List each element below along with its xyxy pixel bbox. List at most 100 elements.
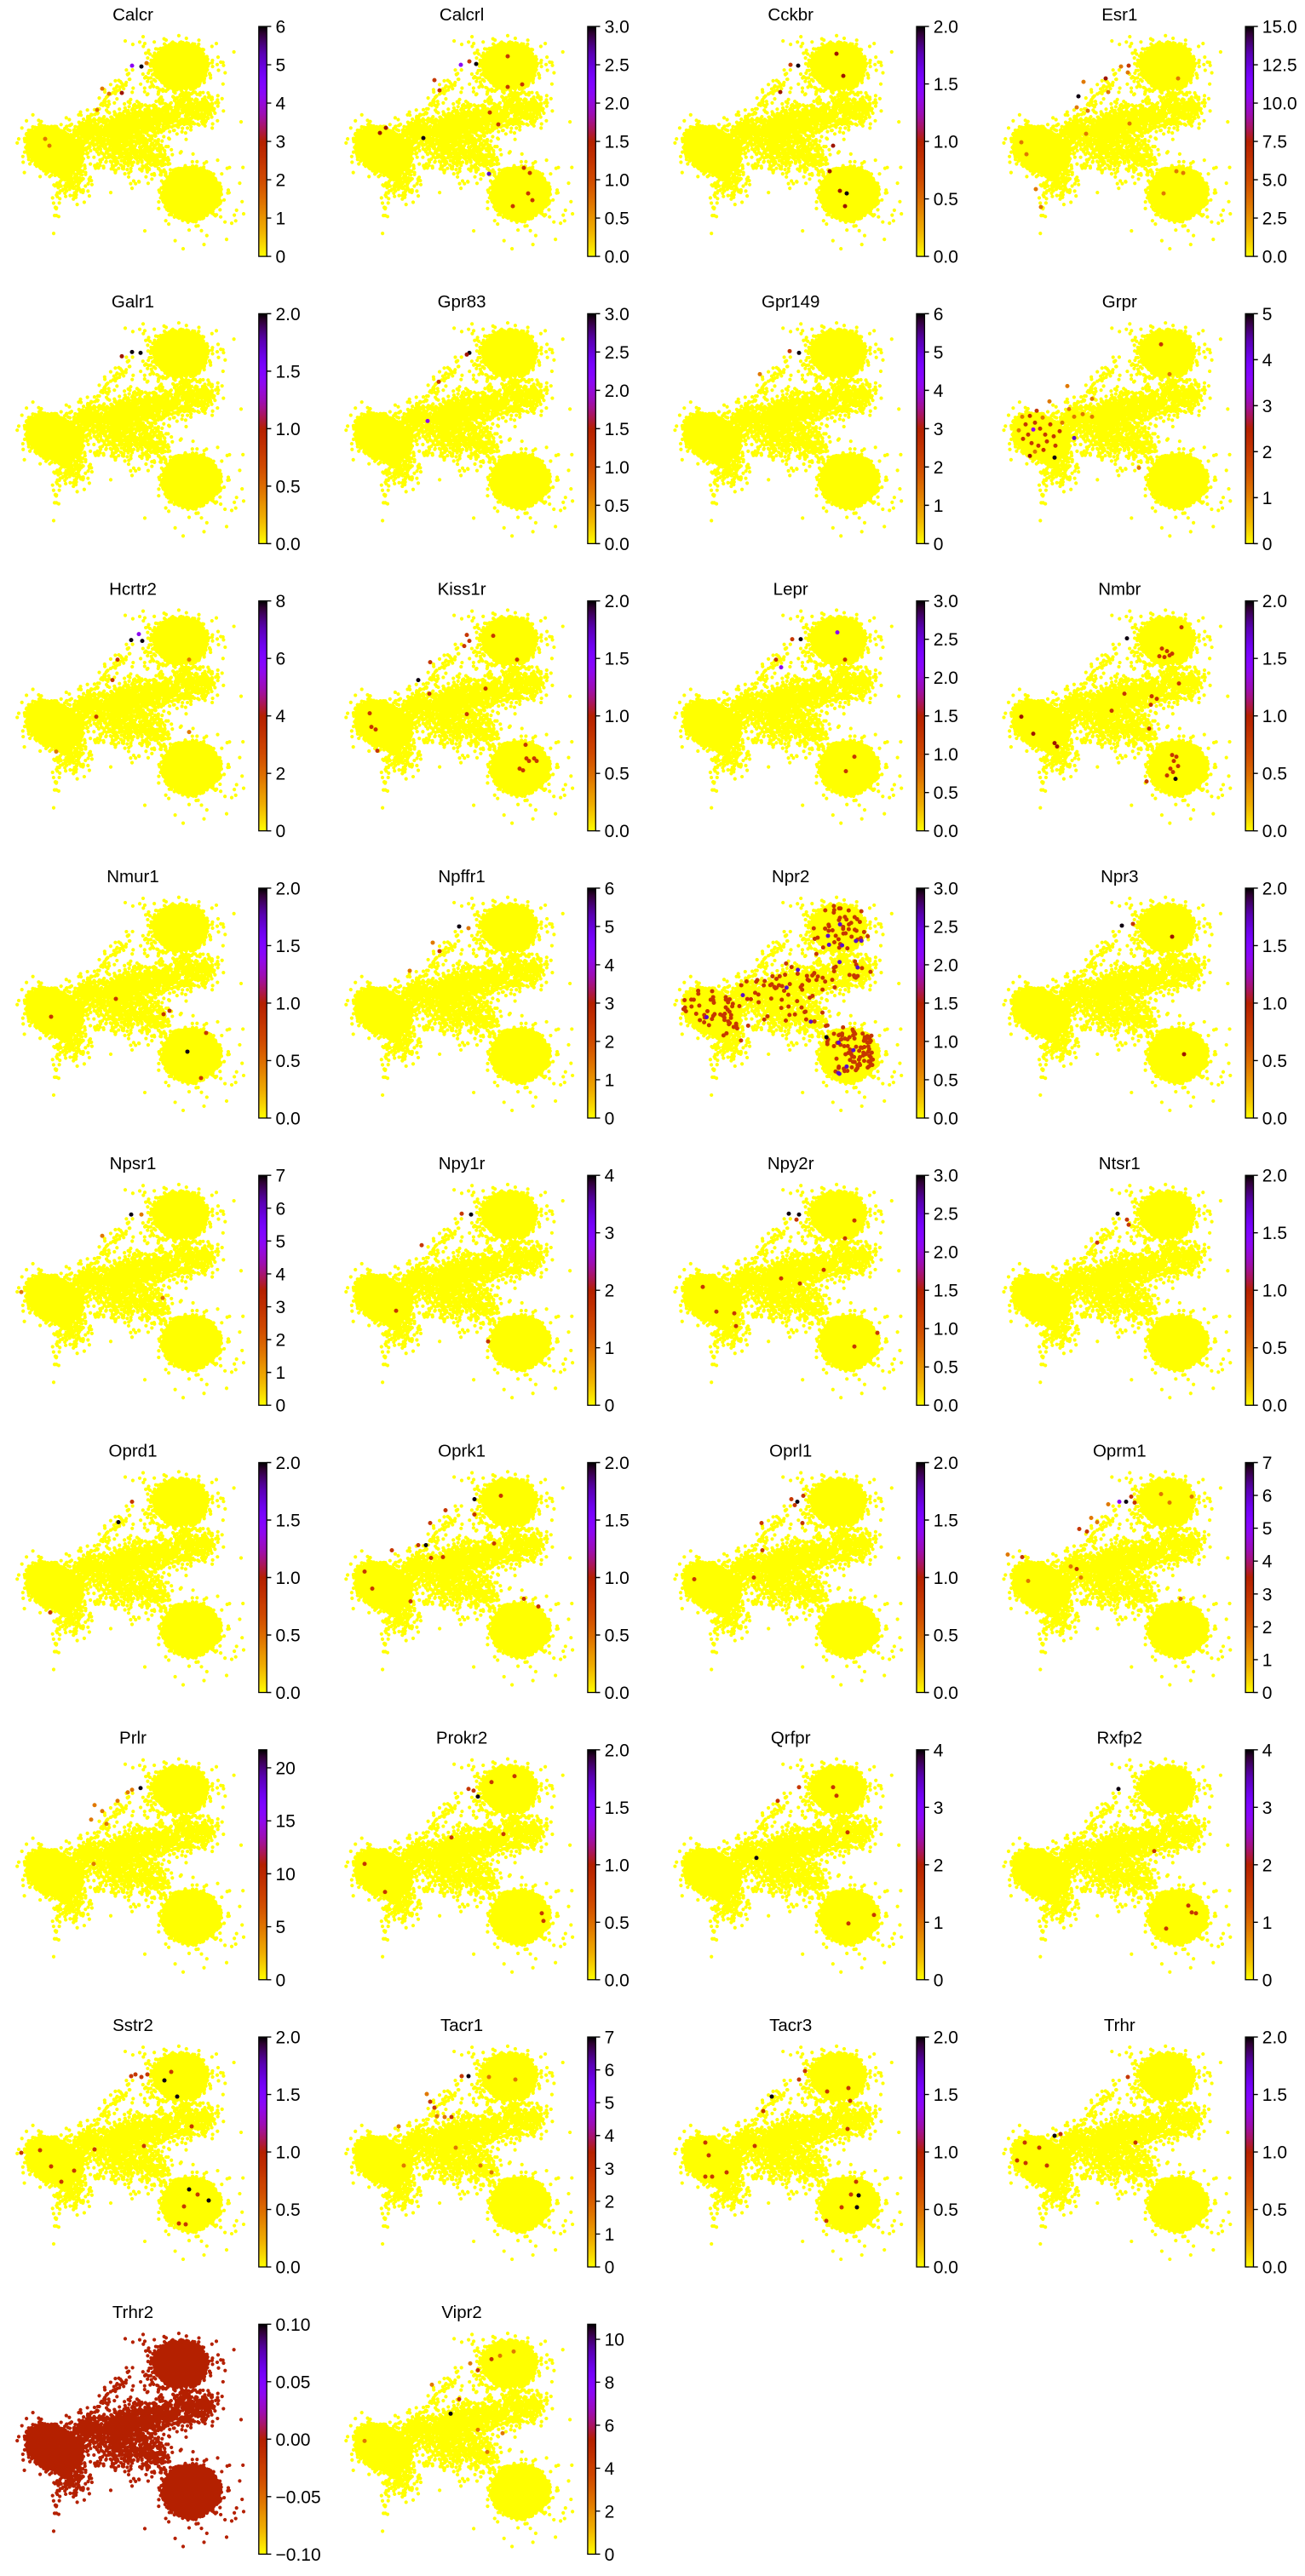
svg-text:1.0: 1.0: [605, 171, 630, 191]
svg-text:1.5: 1.5: [276, 2085, 301, 2105]
svg-text:7: 7: [276, 1167, 286, 1186]
svg-text:Trhr2: Trhr2: [112, 2303, 153, 2322]
svg-text:3: 3: [276, 1298, 286, 1317]
svg-text:Npffr1: Npffr1: [438, 867, 485, 886]
svg-text:1.0: 1.0: [934, 745, 958, 765]
svg-text:2.5: 2.5: [605, 343, 630, 363]
svg-text:0: 0: [276, 822, 286, 841]
svg-text:1.0: 1.0: [276, 2143, 301, 2163]
svg-text:0.5: 0.5: [934, 783, 958, 803]
svg-text:0.5: 0.5: [605, 765, 630, 784]
svg-text:Lepr: Lepr: [773, 579, 808, 599]
svg-text:0.0: 0.0: [276, 535, 301, 554]
svg-text:1.0: 1.0: [1262, 2143, 1287, 2163]
svg-text:1.0: 1.0: [605, 1569, 630, 1588]
svg-text:Sstr2: Sstr2: [112, 2016, 153, 2035]
svg-text:Tacr3: Tacr3: [769, 2016, 812, 2035]
svg-text:4: 4: [934, 382, 944, 401]
svg-text:6: 6: [605, 2061, 615, 2080]
svg-text:1.5: 1.5: [934, 1282, 958, 1301]
svg-text:1: 1: [1262, 489, 1273, 508]
svg-text:1: 1: [605, 1339, 615, 1358]
svg-text:4: 4: [1262, 351, 1273, 370]
svg-text:Oprl1: Oprl1: [769, 1441, 812, 1460]
svg-text:1.5: 1.5: [1262, 937, 1287, 956]
svg-text:0: 0: [1262, 1684, 1273, 1703]
svg-text:0.0: 0.0: [934, 1397, 958, 1416]
svg-text:Prokr2: Prokr2: [436, 1729, 487, 1748]
svg-text:0.0: 0.0: [934, 822, 958, 841]
svg-text:2.0: 2.0: [276, 879, 301, 898]
svg-text:2: 2: [605, 1282, 615, 1301]
svg-text:2.0: 2.0: [1262, 592, 1287, 611]
svg-text:0.0: 0.0: [605, 822, 630, 841]
svg-text:0.5: 0.5: [276, 1626, 301, 1646]
svg-text:10.0: 10.0: [1262, 95, 1297, 114]
svg-text:0: 0: [276, 248, 286, 267]
svg-text:2.0: 2.0: [276, 1454, 301, 1473]
svg-text:3.0: 3.0: [934, 1167, 958, 1186]
svg-text:5: 5: [605, 917, 615, 937]
svg-text:2.0: 2.0: [934, 2028, 958, 2048]
svg-text:4: 4: [605, 2126, 615, 2146]
svg-text:5: 5: [276, 56, 286, 76]
svg-text:15: 15: [276, 1812, 296, 1832]
svg-text:Qrfpr: Qrfpr: [771, 1729, 811, 1748]
svg-text:2.0: 2.0: [605, 95, 630, 114]
svg-text:7: 7: [1262, 1454, 1273, 1473]
svg-text:1: 1: [276, 209, 286, 229]
svg-text:2.0: 2.0: [1262, 879, 1287, 898]
svg-text:Npr2: Npr2: [772, 867, 809, 886]
svg-text:2: 2: [934, 458, 944, 478]
svg-text:1.5: 1.5: [276, 1512, 301, 1531]
svg-text:Gpr149: Gpr149: [762, 292, 819, 312]
svg-text:2: 2: [1262, 443, 1273, 462]
svg-text:1: 1: [276, 1363, 286, 1383]
svg-text:0: 0: [1262, 535, 1273, 554]
svg-text:0.0: 0.0: [934, 1109, 958, 1128]
svg-text:2: 2: [605, 1032, 615, 1052]
svg-text:0.5: 0.5: [1262, 1052, 1287, 1071]
svg-text:0.5: 0.5: [605, 1913, 630, 1933]
svg-text:Oprd1: Oprd1: [109, 1441, 158, 1460]
svg-text:3: 3: [1262, 1799, 1273, 1818]
svg-text:1.0: 1.0: [1262, 707, 1287, 726]
svg-text:4: 4: [1262, 1552, 1273, 1572]
svg-text:2.5: 2.5: [934, 1205, 958, 1225]
svg-text:2.0: 2.0: [605, 1454, 630, 1473]
svg-text:0.5: 0.5: [934, 1358, 958, 1378]
svg-text:6: 6: [276, 18, 286, 37]
svg-text:3: 3: [1262, 1585, 1273, 1604]
svg-text:0.5: 0.5: [934, 1070, 958, 1090]
svg-text:4: 4: [276, 1265, 286, 1284]
svg-text:0.5: 0.5: [934, 1626, 958, 1646]
svg-text:1.0: 1.0: [276, 420, 301, 439]
svg-text:0: 0: [1262, 1971, 1273, 1990]
svg-text:6: 6: [276, 650, 286, 669]
svg-text:0.5: 0.5: [1262, 2200, 1287, 2220]
svg-text:0.0: 0.0: [605, 1971, 630, 1990]
svg-text:1.5: 1.5: [934, 1512, 958, 1531]
svg-text:1.0: 1.0: [605, 1856, 630, 1875]
svg-text:0.0: 0.0: [276, 2258, 301, 2278]
svg-text:2.0: 2.0: [605, 382, 630, 401]
svg-text:5: 5: [276, 1918, 286, 1937]
svg-text:4: 4: [605, 2459, 615, 2479]
svg-text:5: 5: [605, 2094, 615, 2114]
svg-text:1.0: 1.0: [1262, 994, 1287, 1013]
svg-text:3: 3: [605, 994, 615, 1013]
svg-text:Npr3: Npr3: [1101, 867, 1138, 886]
svg-text:1.0: 1.0: [276, 994, 301, 1013]
svg-text:1.0: 1.0: [934, 1320, 958, 1340]
svg-text:2.0: 2.0: [1262, 1167, 1287, 1186]
svg-text:0: 0: [934, 1971, 944, 1990]
svg-text:Calcrl: Calcrl: [440, 5, 484, 25]
svg-text:2.0: 2.0: [934, 1243, 958, 1263]
svg-text:10: 10: [605, 2331, 624, 2350]
svg-text:3: 3: [1262, 397, 1273, 416]
svg-text:2.0: 2.0: [605, 1741, 630, 1760]
svg-text:0.0: 0.0: [1262, 1109, 1287, 1128]
svg-text:0.0: 0.0: [276, 1109, 301, 1128]
svg-text:2: 2: [276, 171, 286, 191]
svg-text:8: 8: [605, 2373, 615, 2393]
